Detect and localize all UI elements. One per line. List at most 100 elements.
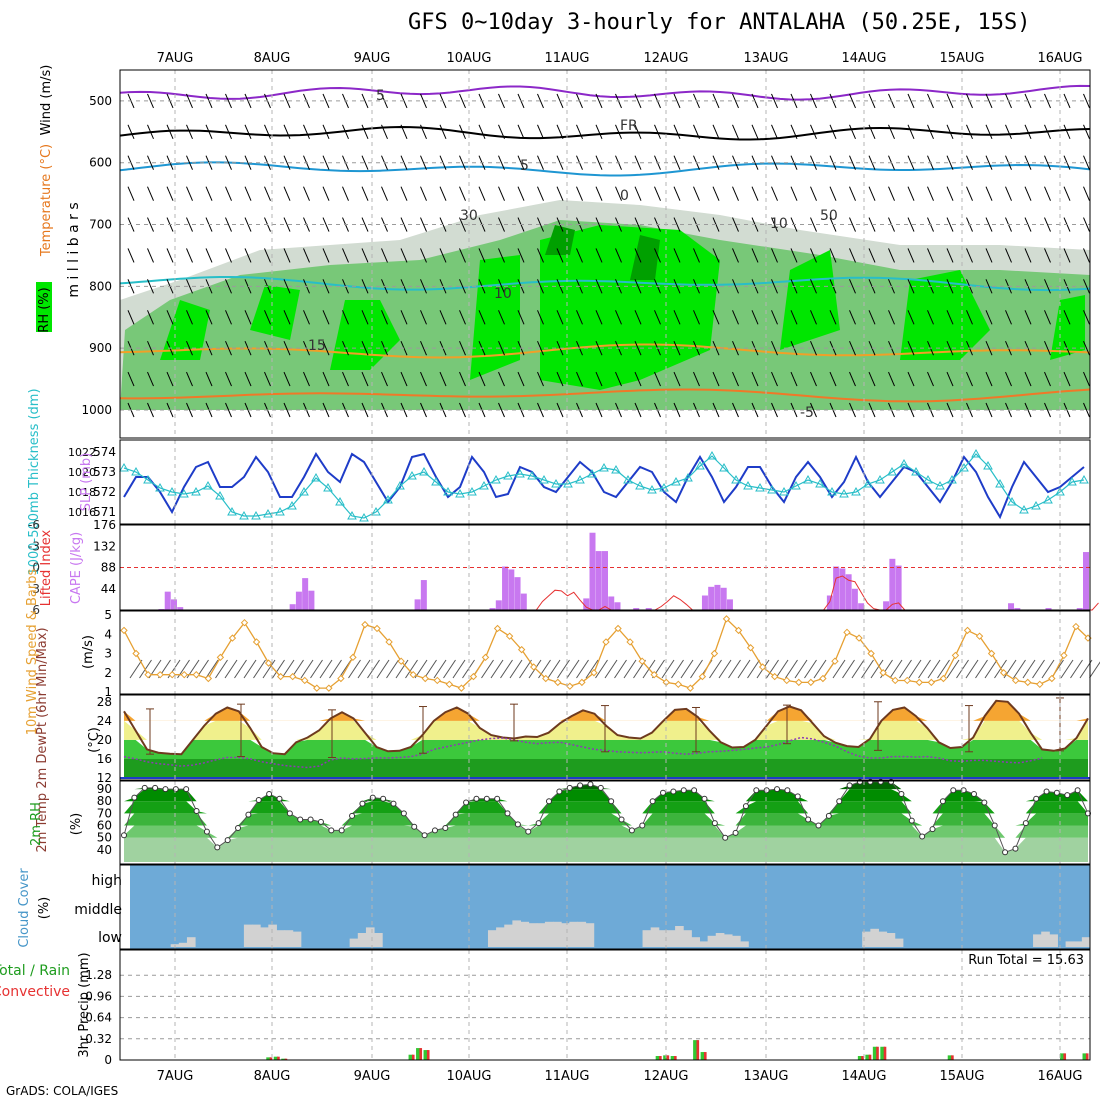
cape-bar — [645, 608, 652, 610]
wind-barb — [654, 186, 661, 201]
wind-barb — [322, 217, 330, 232]
wind-barb — [732, 371, 739, 387]
wind-barb — [459, 217, 466, 232]
wind-barb — [166, 371, 174, 387]
wind-barb — [907, 279, 915, 294]
wind-barb — [771, 340, 778, 356]
wind-barb — [342, 186, 349, 201]
wind-barb — [414, 659, 428, 679]
rh-marker — [846, 782, 853, 789]
thickness-marker — [779, 486, 789, 496]
date-label-bottom: 8AUG — [254, 1069, 291, 1084]
wind-barb — [790, 248, 798, 263]
wind-speed-marker — [927, 678, 936, 687]
wind-barb — [517, 186, 525, 201]
wind-speed-marker — [626, 638, 634, 646]
thickness-marker — [1031, 500, 1041, 510]
rh-marker — [452, 811, 459, 818]
wind-speed-marker — [746, 644, 755, 652]
wind-barb — [322, 93, 330, 109]
wind-barb — [927, 310, 934, 325]
rh-marker — [970, 790, 977, 797]
cloud-row-label: low — [98, 930, 122, 946]
wind-barb — [849, 93, 856, 109]
wind-speed-marker — [385, 638, 393, 646]
wind-speed-marker — [433, 676, 442, 685]
wind-barb — [965, 659, 979, 679]
precip-convective-bar — [411, 1054, 415, 1060]
wind-barb — [1083, 310, 1090, 325]
wind-barb — [1083, 217, 1090, 232]
precip-convective-bar — [674, 1056, 677, 1060]
rh-marker — [898, 790, 905, 797]
rh-marker — [286, 810, 293, 817]
y-tick-label: 28 — [97, 695, 112, 709]
thickness-marker — [491, 474, 501, 484]
rh-marker — [525, 828, 532, 835]
wind-speed-marker — [578, 678, 586, 687]
wind-barb — [595, 371, 603, 387]
y-tick-label: 44 — [101, 582, 116, 596]
cape-bar — [720, 587, 727, 610]
wind-speed-marker — [144, 670, 152, 679]
thickness-marker — [551, 478, 561, 488]
low-cloud-cell — [1081, 937, 1091, 947]
rh-marker — [235, 824, 242, 831]
y-tick-label: 800 — [89, 279, 112, 293]
wind-barb — [907, 402, 915, 418]
wind-barb — [634, 371, 642, 387]
wind-barb — [1083, 371, 1090, 387]
rh-marker — [411, 823, 418, 830]
thickness-marker — [623, 474, 633, 484]
wind-barb — [829, 124, 837, 140]
low-cloud-cell — [691, 937, 700, 947]
thickness-marker — [1043, 494, 1053, 504]
wind-barb — [1044, 371, 1051, 387]
wind-barb — [849, 217, 856, 232]
wind-barb — [459, 155, 466, 170]
wind-barb — [186, 155, 193, 170]
wind-barb — [595, 340, 603, 356]
low-cloud-cell — [520, 921, 530, 947]
rh-marker — [152, 784, 159, 791]
wind-barb — [634, 155, 642, 170]
precip-total-bar — [700, 1052, 706, 1060]
wind-barb — [985, 371, 993, 387]
wind-barb — [127, 248, 135, 263]
wind-barb — [500, 659, 513, 679]
wind-barb — [1044, 93, 1051, 109]
wind-barb — [129, 659, 143, 679]
wind-barb — [732, 310, 739, 325]
wind-barb — [322, 186, 330, 201]
low-cloud-cell — [561, 923, 570, 947]
rh-marker — [338, 827, 345, 834]
date-label-bottom: 13AUG — [743, 1069, 788, 1084]
isotherm-line — [119, 125, 1091, 141]
wind-barb — [889, 659, 903, 679]
wind-barb — [634, 310, 642, 325]
wind-barb — [147, 155, 154, 170]
wind-barb — [690, 659, 703, 679]
wind-speed-marker — [301, 676, 309, 685]
wind-barb — [205, 186, 213, 201]
wind-barb — [868, 186, 876, 201]
wind-barb — [810, 93, 817, 109]
rh-marker — [587, 781, 594, 788]
rh-marker — [919, 833, 926, 840]
low-cloud-cell — [699, 941, 709, 947]
y-tick-label: 1020 — [68, 466, 96, 479]
wind-speed-marker — [1072, 622, 1080, 631]
thickness-marker — [1055, 486, 1065, 496]
wind-barb — [319, 659, 333, 679]
rh-band — [124, 837, 1088, 862]
rh-marker — [369, 794, 376, 801]
rh-marker — [1064, 792, 1071, 799]
wind-barb — [927, 371, 934, 387]
wind-barb — [849, 248, 856, 263]
low-cloud-cell — [268, 924, 277, 947]
wind-barb — [186, 371, 193, 387]
wind-barb — [509, 659, 523, 679]
thickness-marker — [143, 474, 153, 484]
wind-barb — [342, 371, 349, 387]
wind-barb — [634, 93, 642, 109]
